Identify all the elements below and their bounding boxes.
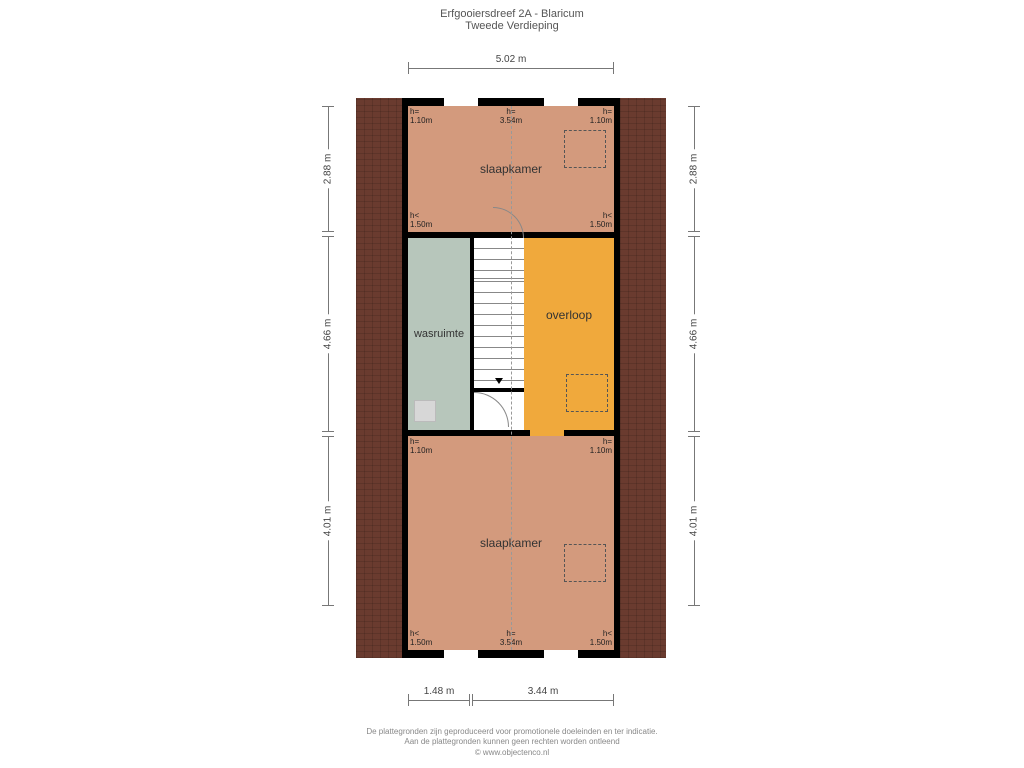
- dim-bottom-right: 3.44 m: [472, 690, 614, 710]
- h-label-tr: h= 1.10m: [590, 108, 612, 126]
- wall-bottom: [402, 650, 620, 658]
- room-landing-label: overloop: [546, 308, 592, 322]
- appliance-box: [414, 400, 436, 422]
- h-label-b2-bl: h< 1.50m: [410, 630, 432, 648]
- skylight-bottom-left: [444, 650, 478, 658]
- floor-plan: slaapkamer h= 1.10m h= 1.10m h= 3.54m h<…: [356, 98, 666, 658]
- footer-line1: De plattegronden zijn geproduceerd voor …: [0, 727, 1024, 737]
- stair-arrow-icon: [495, 378, 503, 384]
- dim-left-mid: 4.66 m: [318, 236, 338, 432]
- wall-right: [614, 98, 620, 658]
- dim-right-top: 2.88 m: [684, 106, 704, 232]
- h-label-bl1: h< 1.50m: [410, 212, 432, 230]
- h-label-b2-tl: h= 1.10m: [410, 438, 432, 456]
- footer-line2: Aan de plattegronden kunnen geen rechten…: [0, 737, 1024, 747]
- title-line1: Erfgooiersdreef 2A - Blaricum: [0, 8, 1024, 20]
- roof-right: [620, 98, 666, 658]
- h-label-tl: h= 1.10m: [410, 108, 432, 126]
- hatch-landing: [566, 374, 608, 412]
- skylight-bottom-right: [544, 650, 578, 658]
- footer: De plattegronden zijn geproduceerd voor …: [0, 727, 1024, 758]
- skylight-top-left: [444, 98, 478, 106]
- page-title: Erfgooiersdreef 2A - Blaricum Tweede Ver…: [0, 8, 1024, 32]
- dim-top-width: 5.02 m: [408, 58, 614, 78]
- room-laundry: wasruimte: [408, 238, 470, 430]
- door-laundry: [474, 392, 509, 427]
- dim-left-bottom: 4.01 m: [318, 436, 338, 606]
- skylight-top-right: [544, 98, 578, 106]
- dim-right-bottom: 4.01 m: [684, 436, 704, 606]
- h-label-b2-br: h< 1.50m: [590, 630, 612, 648]
- dim-right-mid: 4.66 m: [684, 236, 704, 432]
- dim-bottom-left: 1.48 m: [408, 690, 470, 710]
- centerline: [511, 106, 512, 650]
- dim-left-top: 2.88 m: [318, 106, 338, 232]
- room-landing: overloop: [524, 238, 614, 430]
- h-label-b2-tr: h= 1.10m: [590, 438, 612, 456]
- h-label-br1: h< 1.50m: [590, 212, 612, 230]
- footer-line3: © www.objectenco.nl: [0, 748, 1024, 758]
- hatch-bedroom1: [564, 130, 606, 168]
- staircase: [474, 238, 525, 388]
- hatch-bedroom2: [564, 544, 606, 582]
- roof-left: [356, 98, 402, 658]
- wall-stub: [474, 388, 524, 392]
- wall-top: [402, 98, 620, 106]
- room-laundry-label: wasruimte: [414, 328, 464, 340]
- title-line2: Tweede Verdieping: [0, 20, 1024, 32]
